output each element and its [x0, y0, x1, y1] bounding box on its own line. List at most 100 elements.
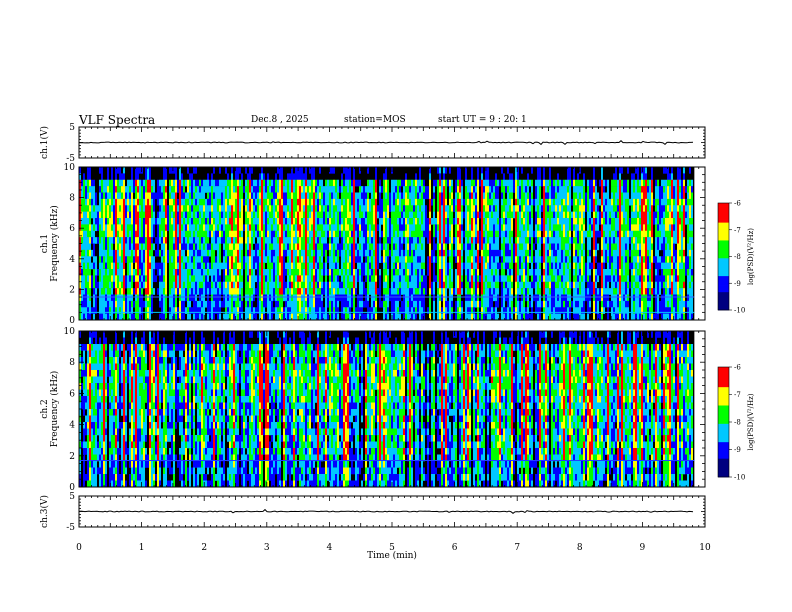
ch1-spectrogram-cell — [273, 237, 275, 244]
ch1-spectrogram-cell — [427, 256, 429, 263]
ch1-spectrogram-cell — [353, 249, 355, 257]
ch1-spectrogram-cell — [211, 198, 213, 206]
ch1-spectrogram-cell — [471, 198, 473, 206]
ch1-spectrogram-cell — [159, 205, 161, 212]
ch1-spectrogram-cell — [101, 307, 103, 314]
ch1-spectrogram-cell — [363, 262, 365, 270]
ch1-spectrogram-cell — [217, 224, 219, 232]
ch1-spectrogram-cell — [537, 218, 539, 225]
ch1-spectrogram-cell — [493, 186, 495, 193]
ch1-spectrogram-cell — [283, 237, 285, 244]
ch1-spectrogram-cell — [203, 179, 205, 187]
ch1-spectrogram-cell — [531, 230, 533, 238]
ch1-spectrogram-cell — [529, 313, 531, 321]
ch1-spectrogram-cell — [517, 275, 519, 283]
ch1-spectrogram-cell — [307, 294, 309, 302]
ch1-spectrogram-cell — [263, 249, 265, 257]
ch1-spectrogram-cell — [309, 249, 311, 257]
ch1-spectrogram-cell — [387, 275, 389, 283]
ch1-spectrogram-cell — [135, 300, 137, 308]
ch1-spectrogram-cell — [441, 179, 443, 187]
ch1-spectrogram-cell — [497, 218, 499, 225]
ch1-spectrogram-cell — [199, 243, 201, 251]
ch1-spectrogram-cell — [161, 218, 163, 225]
ch1-spectrogram-cell — [507, 313, 509, 321]
ch1-spectrogram-cell — [149, 275, 151, 283]
ch1-spectrogram-cell — [199, 269, 201, 276]
ch1-spectrogram-cell — [271, 205, 273, 212]
ch1-spectrogram-cell — [113, 256, 115, 263]
ch1-spectrogram-cell — [445, 256, 447, 263]
ch1-spectrogram-cell — [461, 224, 463, 232]
ch1-spectrogram-cell — [273, 275, 275, 283]
ch1-spectrogram-cell — [417, 198, 419, 206]
ch1-spectrogram-cell — [317, 249, 319, 257]
ch1-spectrogram-cell — [531, 313, 533, 321]
ch1-spectrogram-cell — [251, 313, 253, 321]
ch1-spectrogram-cell — [269, 281, 271, 289]
ch1-spectrogram-cell — [171, 307, 173, 314]
ch1-spectrogram-cell — [487, 256, 489, 263]
ch1-spectrogram-cell — [369, 186, 371, 193]
ch1-spectrogram-cell — [157, 237, 159, 244]
ch1-spectrogram-cell — [213, 211, 215, 219]
ch1-spectrogram-cell — [387, 218, 389, 225]
ch1-spectrogram-cell — [245, 179, 247, 187]
ch1-spectrogram-cell — [121, 243, 123, 251]
ch1-spectrogram-cell — [247, 179, 249, 187]
ch1-spectrogram-cell — [137, 307, 139, 314]
ch1-spectrogram-cell — [81, 179, 83, 187]
ch1-spectrogram-cell — [281, 205, 283, 212]
ch1-spectrogram-cell — [275, 230, 277, 238]
ch1-spectrogram-cell — [375, 224, 377, 232]
ch1-spectrogram-cell — [359, 198, 361, 206]
ch1-spectrogram-cell — [133, 211, 135, 219]
ch1-spectrogram-cell — [105, 256, 107, 263]
ch1-spectrogram-cell — [193, 224, 195, 232]
ch1-spectrogram-cell — [361, 300, 363, 308]
ch1-spectrogram-cell — [549, 313, 551, 321]
ch1-spectrogram-cell — [527, 300, 529, 308]
ch1-spectrogram-cell — [499, 218, 501, 225]
ch1-spectrogram-cell — [295, 186, 297, 193]
ch1-spectrogram-cell — [463, 243, 465, 251]
ch1-spectrogram-cell — [177, 205, 179, 212]
ch1-spectrogram-cell — [437, 300, 439, 308]
ch1-spectrogram-cell — [99, 237, 101, 244]
ch1-spectrogram-cell — [277, 230, 279, 238]
ch1-spectrogram-cell — [351, 186, 353, 193]
ch1-spectrogram-cell — [299, 300, 301, 308]
ch1-spectrogram-cell — [157, 218, 159, 225]
ch1-spectrogram-cell — [401, 269, 403, 276]
ch1-spectrogram-cell — [423, 313, 425, 321]
ch1-spectrogram-cell — [355, 237, 357, 244]
ch1-spectrogram-cell — [253, 269, 255, 276]
ch1-spectrogram-cell — [115, 288, 117, 295]
ch1-spectrogram-cell — [153, 243, 155, 251]
ch1-spectrogram-cell — [387, 256, 389, 263]
ch1-spectrogram-cell — [93, 313, 95, 321]
ch1-spectrogram-cell — [205, 230, 207, 238]
ch1-spectrogram-cell — [203, 224, 205, 232]
ch1-spectrogram-cell — [197, 300, 199, 308]
ch1-spectrogram-cell — [161, 300, 163, 308]
ch1-spectrogram-cell — [497, 205, 499, 212]
ch1-spectrogram-cell — [289, 237, 291, 244]
ch1-spectrogram-cell — [503, 192, 505, 200]
ch1-spectrogram-cell — [267, 262, 269, 270]
ch1-spectrogram-cell — [429, 281, 431, 289]
ch1-spectrogram-cell — [483, 224, 485, 232]
ch1-spectrogram-cell — [385, 186, 387, 193]
ch1-spectrogram-cell — [217, 192, 219, 200]
ch1-spectrogram-cell — [115, 237, 117, 244]
ch1-spectrogram-cell — [225, 249, 227, 257]
ch1-spectrogram-cell — [467, 256, 469, 263]
ch1-spectrogram-cell — [397, 256, 399, 263]
ch1-spectrogram-cell — [287, 198, 289, 206]
ch1-spectrogram-cell — [113, 211, 115, 219]
ch1-spectrogram-cell — [413, 224, 415, 232]
ch1-spectrogram-cell — [401, 179, 403, 187]
ch1-spectrogram-cell — [227, 262, 229, 270]
ch1-spectrogram-cell — [363, 198, 365, 206]
ch1-spectrogram-cell — [355, 288, 357, 295]
